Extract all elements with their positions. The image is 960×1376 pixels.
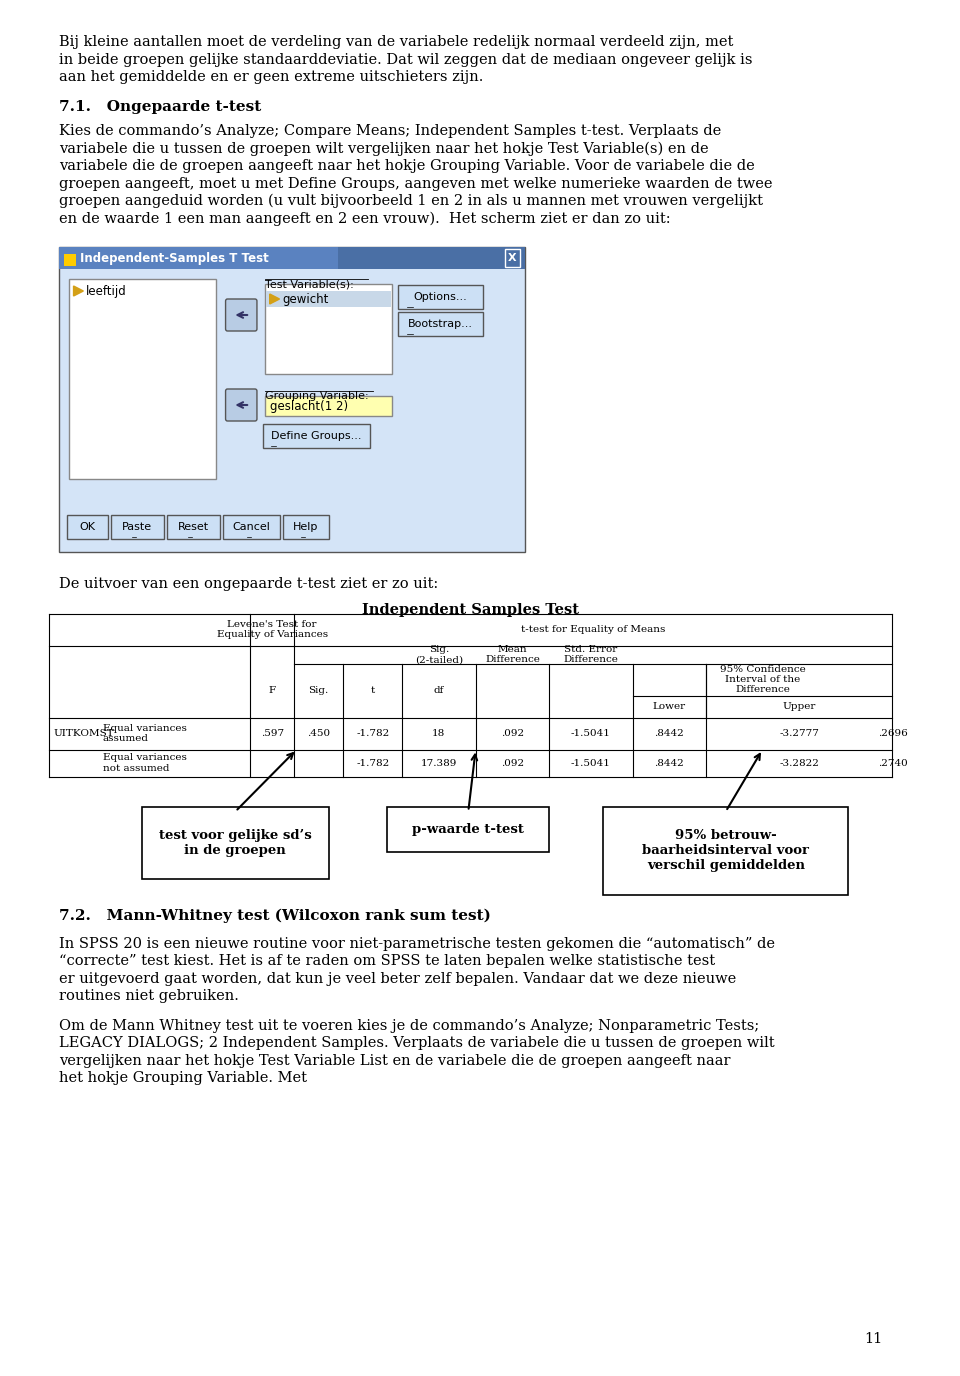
Text: het hokje Grouping Variable. Met: het hokje Grouping Variable. Met bbox=[59, 1071, 307, 1086]
Text: Lower: Lower bbox=[653, 702, 685, 711]
Text: .450: .450 bbox=[307, 729, 330, 738]
Text: p-waarde t-test: p-waarde t-test bbox=[413, 823, 524, 835]
Text: -1.782: -1.782 bbox=[356, 758, 390, 768]
Text: X: X bbox=[508, 253, 516, 263]
Text: .597: .597 bbox=[260, 729, 284, 738]
Text: In SPSS 20 is een nieuwe routine voor niet-parametrische testen gekomen die “aut: In SPSS 20 is een nieuwe routine voor ni… bbox=[59, 937, 775, 951]
Text: er uitgevoerd gaat worden, dat kun je veel beter zelf bepalen. Vandaar dat we de: er uitgevoerd gaat worden, dat kun je ve… bbox=[59, 971, 736, 985]
Text: 7.2.   Mann-Whitney test (Wilcoxon rank sum test): 7.2. Mann-Whitney test (Wilcoxon rank su… bbox=[59, 908, 491, 923]
Text: 95% betrouw-
baarheidsinterval voor
verschil gemiddelden: 95% betrouw- baarheidsinterval voor vers… bbox=[642, 828, 809, 872]
FancyBboxPatch shape bbox=[226, 299, 257, 332]
Text: in beide groepen gelijke standaarddeviatie. Dat wil zeggen dat de mediaan ongeve: in beide groepen gelijke standaarddeviat… bbox=[59, 52, 753, 66]
Text: Grouping Variable:: Grouping Variable: bbox=[265, 391, 369, 400]
Text: variabele die de groepen aangeeft naar het hokje Grouping Variable. Voor de vari: variabele die de groepen aangeeft naar h… bbox=[59, 160, 755, 173]
Text: Std. Error
Difference: Std. Error Difference bbox=[564, 645, 618, 665]
Text: vergelijken naar het hokje Test Variable List en de variabele die de groepen aan: vergelijken naar het hokje Test Variable… bbox=[59, 1054, 731, 1068]
Text: en de waarde 1 een man aangeeft en 2 een vrouw).  Het scherm ziet er dan zo uit:: en de waarde 1 een man aangeeft en 2 een… bbox=[59, 212, 670, 226]
Text: Kies de commando’s Analyze; Compare Means; Independent Samples t-test. Verplaats: Kies de commando’s Analyze; Compare Mean… bbox=[59, 124, 721, 138]
Text: “correcte” test kiest. Het is af te raden om SPSS te laten bepalen welke statist: “correcte” test kiest. Het is af te rade… bbox=[59, 954, 715, 967]
Text: Upper: Upper bbox=[782, 702, 816, 711]
FancyBboxPatch shape bbox=[167, 515, 220, 539]
Text: routines niet gebruiken.: routines niet gebruiken. bbox=[59, 989, 239, 1003]
Text: Reset: Reset bbox=[178, 522, 208, 533]
FancyBboxPatch shape bbox=[603, 806, 849, 894]
FancyBboxPatch shape bbox=[66, 515, 108, 539]
Text: Test Variable(s):: Test Variable(s): bbox=[265, 279, 353, 289]
Text: geslacht(1 2): geslacht(1 2) bbox=[270, 399, 348, 413]
Text: groepen aangeduid worden (u vult bijvoorbeeld 1 en 2 in als u mannen met vrouwen: groepen aangeduid worden (u vult bijvoor… bbox=[59, 194, 763, 208]
Text: -1.5041: -1.5041 bbox=[571, 729, 611, 738]
Text: 17.389: 17.389 bbox=[420, 758, 457, 768]
Text: .8442: .8442 bbox=[655, 729, 684, 738]
FancyBboxPatch shape bbox=[69, 279, 216, 479]
Polygon shape bbox=[74, 286, 84, 296]
Text: Independent Samples Test: Independent Samples Test bbox=[362, 603, 579, 618]
FancyBboxPatch shape bbox=[266, 290, 392, 307]
Text: F: F bbox=[269, 687, 276, 695]
FancyBboxPatch shape bbox=[283, 515, 328, 539]
Text: Equal variances
not assumed: Equal variances not assumed bbox=[103, 753, 187, 773]
Text: .092: .092 bbox=[501, 729, 524, 738]
Text: 18: 18 bbox=[432, 729, 445, 738]
Text: .2696: .2696 bbox=[877, 729, 907, 738]
Text: -3.2777: -3.2777 bbox=[780, 729, 819, 738]
Text: 7.1.   Ongepaarde t-test: 7.1. Ongepaarde t-test bbox=[59, 99, 261, 113]
Text: -1.5041: -1.5041 bbox=[571, 758, 611, 768]
Text: aan het gemiddelde en er geen extreme uitschieters zijn.: aan het gemiddelde en er geen extreme ui… bbox=[59, 70, 483, 84]
FancyBboxPatch shape bbox=[59, 248, 525, 552]
Text: Bij kleine aantallen moet de verdeling van de variabele redelijk normaal verdeel: Bij kleine aantallen moet de verdeling v… bbox=[59, 34, 733, 50]
Text: Sig.: Sig. bbox=[308, 687, 329, 695]
Text: Mean
Difference: Mean Difference bbox=[485, 645, 540, 665]
Text: .8442: .8442 bbox=[655, 758, 684, 768]
Text: Paste: Paste bbox=[122, 522, 153, 533]
Text: gewicht: gewicht bbox=[282, 293, 329, 305]
Text: -3.2822: -3.2822 bbox=[780, 758, 819, 768]
Polygon shape bbox=[270, 294, 279, 304]
Text: De uitvoer van een ongepaarde t-test ziet er zo uit:: De uitvoer van een ongepaarde t-test zie… bbox=[59, 577, 438, 592]
Text: variabele die u tussen de groepen wilt vergelijken naar het hokje Test Variable(: variabele die u tussen de groepen wilt v… bbox=[59, 142, 708, 155]
Text: Levene's Test for
Equality of Variances: Levene's Test for Equality of Variances bbox=[217, 619, 327, 640]
Text: UITKOMST: UITKOMST bbox=[54, 729, 114, 738]
FancyBboxPatch shape bbox=[398, 312, 483, 336]
Text: groepen aangeeft, moet u met Define Groups, aangeven met welke numerieke waarden: groepen aangeeft, moet u met Define Grou… bbox=[59, 176, 773, 190]
FancyBboxPatch shape bbox=[110, 515, 164, 539]
FancyBboxPatch shape bbox=[263, 424, 370, 449]
Text: test voor gelijke sd’s
in de groepen: test voor gelijke sd’s in de groepen bbox=[159, 828, 312, 856]
FancyBboxPatch shape bbox=[63, 255, 76, 266]
Text: .092: .092 bbox=[501, 758, 524, 768]
Text: Equal variances
assumed: Equal variances assumed bbox=[103, 724, 187, 743]
Text: Cancel: Cancel bbox=[232, 522, 271, 533]
FancyBboxPatch shape bbox=[388, 806, 549, 852]
Text: t: t bbox=[371, 687, 374, 695]
Text: df: df bbox=[434, 687, 444, 695]
Text: OK: OK bbox=[80, 522, 95, 533]
Text: Independent-Samples T Test: Independent-Samples T Test bbox=[81, 252, 269, 264]
FancyBboxPatch shape bbox=[226, 389, 257, 421]
Text: 95% Confidence
Interval of the
Difference: 95% Confidence Interval of the Differenc… bbox=[720, 665, 805, 695]
FancyBboxPatch shape bbox=[59, 248, 338, 268]
FancyBboxPatch shape bbox=[223, 515, 280, 539]
Text: t-test for Equality of Means: t-test for Equality of Means bbox=[521, 625, 665, 634]
Text: Bootstrap...: Bootstrap... bbox=[408, 319, 473, 329]
FancyBboxPatch shape bbox=[398, 285, 483, 310]
Text: Om de Mann Whitney test uit te voeren kies je de commando’s Analyze; Nonparametr: Om de Mann Whitney test uit te voeren ki… bbox=[59, 1018, 759, 1032]
Text: -1.782: -1.782 bbox=[356, 729, 390, 738]
Text: Help: Help bbox=[294, 522, 319, 533]
Text: leeftijd: leeftijd bbox=[86, 285, 127, 297]
FancyBboxPatch shape bbox=[265, 396, 393, 416]
Text: 11: 11 bbox=[864, 1332, 882, 1346]
FancyBboxPatch shape bbox=[59, 248, 525, 268]
Text: Sig.
(2-tailed): Sig. (2-tailed) bbox=[415, 645, 463, 665]
Text: Options...: Options... bbox=[414, 292, 468, 301]
FancyBboxPatch shape bbox=[142, 806, 328, 878]
Text: LEGACY DIALOGS; 2 Independent Samples. Verplaats de variabele die u tussen de gr: LEGACY DIALOGS; 2 Independent Samples. V… bbox=[59, 1036, 775, 1050]
FancyBboxPatch shape bbox=[265, 283, 393, 374]
Text: Define Groups...: Define Groups... bbox=[271, 431, 362, 440]
Text: .2740: .2740 bbox=[877, 758, 907, 768]
